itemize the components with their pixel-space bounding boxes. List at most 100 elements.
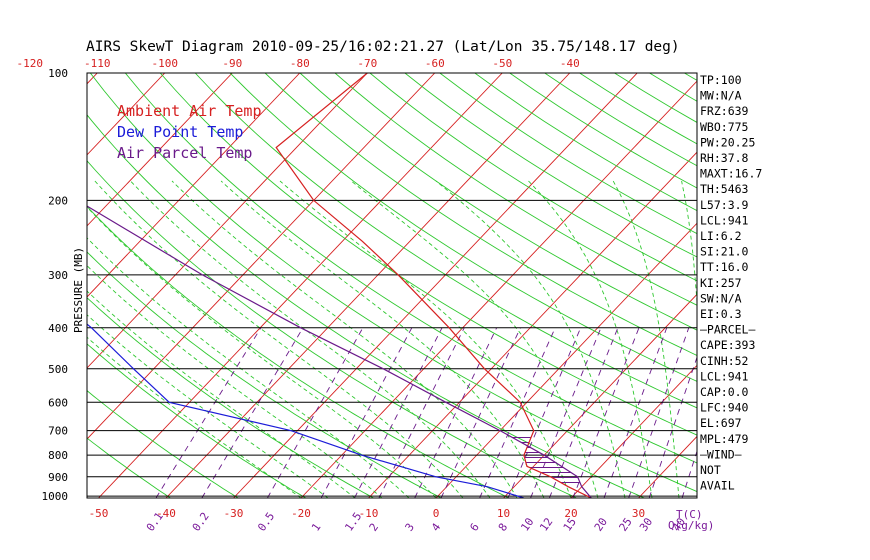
mixing-ratio-line (628, 327, 690, 498)
moist-adiabat-line (435, 180, 626, 498)
mixing-ratio-tick: 0.2 (190, 510, 212, 534)
legend: Ambient Air Temp Dew Point Temp Air Parcel… (117, 102, 262, 162)
stability-index: CINH:52 (700, 354, 748, 368)
moist-adiabat-line (87, 206, 437, 498)
mixing-ratio-line (354, 327, 443, 498)
series-line (275, 73, 592, 498)
pressure-tick: 400 (48, 322, 68, 335)
legend-item: Air Parcel Temp (117, 144, 252, 162)
mixing-ratio-line (440, 327, 521, 498)
mixing-ratio-tick: 30 (637, 515, 655, 533)
mixing-ratio-tick: 12 (537, 515, 555, 533)
mixing-ratio-line (320, 327, 413, 498)
y-axis-label: PRESSURE (MB) (72, 247, 85, 333)
moist-adiabat-line (350, 180, 599, 498)
dry-adiabat-line (87, 390, 239, 498)
moist-adiabat-line (94, 180, 464, 498)
moist-adiabat-line (87, 237, 410, 498)
stability-index: EI:0.3 (700, 307, 742, 321)
stability-index: KI:257 (700, 276, 742, 290)
stability-index: RH:37.8 (700, 151, 749, 165)
dry-adiabat-line (87, 160, 577, 498)
bottom-temp-tick: 0 (433, 507, 440, 520)
mixing-ratio-tick: 40 (670, 515, 688, 533)
dry-adiabat-line (334, 73, 697, 306)
moist-adiabat-line (87, 336, 302, 498)
stability-index: EL:697 (700, 416, 742, 430)
mixing-ratio-line (530, 327, 602, 498)
cape-area (507, 433, 581, 484)
isotherm-line (368, 151, 697, 498)
mixing-ratio-tick: 25 (617, 515, 635, 533)
pressure-tick: 700 (48, 425, 68, 438)
pressure-tick: 600 (48, 396, 68, 409)
stability-index: LI:6.2 (700, 229, 742, 243)
dry-adiabat-line (124, 73, 697, 464)
dry-adiabat-line (89, 73, 697, 493)
stability-index: TH:5463 (700, 182, 749, 196)
mixing-ratio-line (479, 327, 556, 498)
top-temp-tick: -120 (17, 57, 44, 70)
mixing-ratio-tick: 10 (518, 515, 536, 533)
legend-item: Ambient Air Temp (117, 102, 262, 120)
pressure-tick: 200 (48, 194, 68, 207)
pressure-tick: 300 (48, 269, 68, 282)
mixing-ratio-tick: 3 (403, 521, 417, 534)
top-temp-tick: -40 (560, 57, 580, 70)
stability-index: LFC:940 (700, 401, 749, 415)
isotherm-line (435, 222, 697, 498)
isotherm-line (87, 73, 436, 440)
series-line (87, 205, 592, 498)
moist-adiabat-line (681, 180, 697, 310)
isotherm-line (233, 73, 638, 498)
bottom-temperature-tick-labels: -50 -40 -30 -20 -10 0 10 20 30 (89, 507, 646, 520)
bottom-temp-tick: -50 (89, 507, 109, 520)
stability-index: WBO:775 (700, 120, 748, 134)
top-temp-tick: -60 (425, 57, 445, 70)
stability-index: AVAIL (700, 479, 735, 493)
mixing-ratio-tick: 20 (592, 515, 610, 533)
stability-index: MAXT:16.7 (700, 167, 762, 181)
unit-temperature-label: T(C) (676, 508, 703, 521)
stability-index: CAPE:393 (700, 338, 755, 352)
series-line (87, 323, 524, 498)
stability-index: PW:20.25 (700, 135, 755, 149)
dry-adiabat-line (159, 73, 697, 436)
mixing-ratio-tick: 0.5 (255, 510, 277, 534)
legend-item: Dew Point Temp (117, 123, 243, 141)
mixing-ratio-tick: 15 (561, 515, 579, 533)
isotherm-line (87, 73, 301, 298)
stability-index: SW:N/A (700, 291, 742, 305)
stability-index: LCL:941 (700, 213, 749, 227)
stability-index: —WIND— (700, 447, 742, 461)
bottom-temp-tick: -30 (224, 507, 244, 520)
moist-adiabat-line (87, 264, 383, 498)
mixing-ratio-tick: 4 (429, 521, 444, 534)
isotherm-line (87, 73, 233, 227)
stability-index: MW:N/A (700, 89, 742, 103)
pressure-tick: 500 (48, 363, 68, 376)
moist-adiabat-line (87, 290, 356, 498)
profile-lines (87, 73, 592, 498)
mixing-ratio-line (548, 327, 619, 498)
dry-adiabat-line (87, 343, 307, 498)
pressure-tick: 900 (48, 471, 68, 484)
dry-adiabat-line (789, 73, 870, 498)
pressure-tick: 100 (48, 67, 68, 80)
isotherm-line (300, 80, 697, 498)
pressure-tick: 800 (48, 449, 68, 462)
stability-index: CAP:0.0 (700, 385, 749, 399)
stability-index: L57:3.9 (700, 198, 749, 212)
stability-index: TP:100 (700, 73, 742, 87)
isotherm-line (98, 73, 503, 498)
mixing-ratio-line (267, 327, 364, 498)
top-temp-tick: -100 (152, 57, 179, 70)
mixing-ratio-line (507, 327, 582, 498)
pressure-tick-labels: 100 200 300 400 500 600 700 800 900 1000 (42, 67, 69, 503)
stability-index: NOT (700, 463, 721, 477)
bottom-temp-tick: -20 (291, 507, 311, 520)
mixing-ratio-line (155, 327, 262, 498)
bottom-temp-tick: 10 (497, 507, 510, 520)
isotherm-line (503, 293, 697, 498)
stability-index: —PARCEL— (700, 323, 755, 337)
